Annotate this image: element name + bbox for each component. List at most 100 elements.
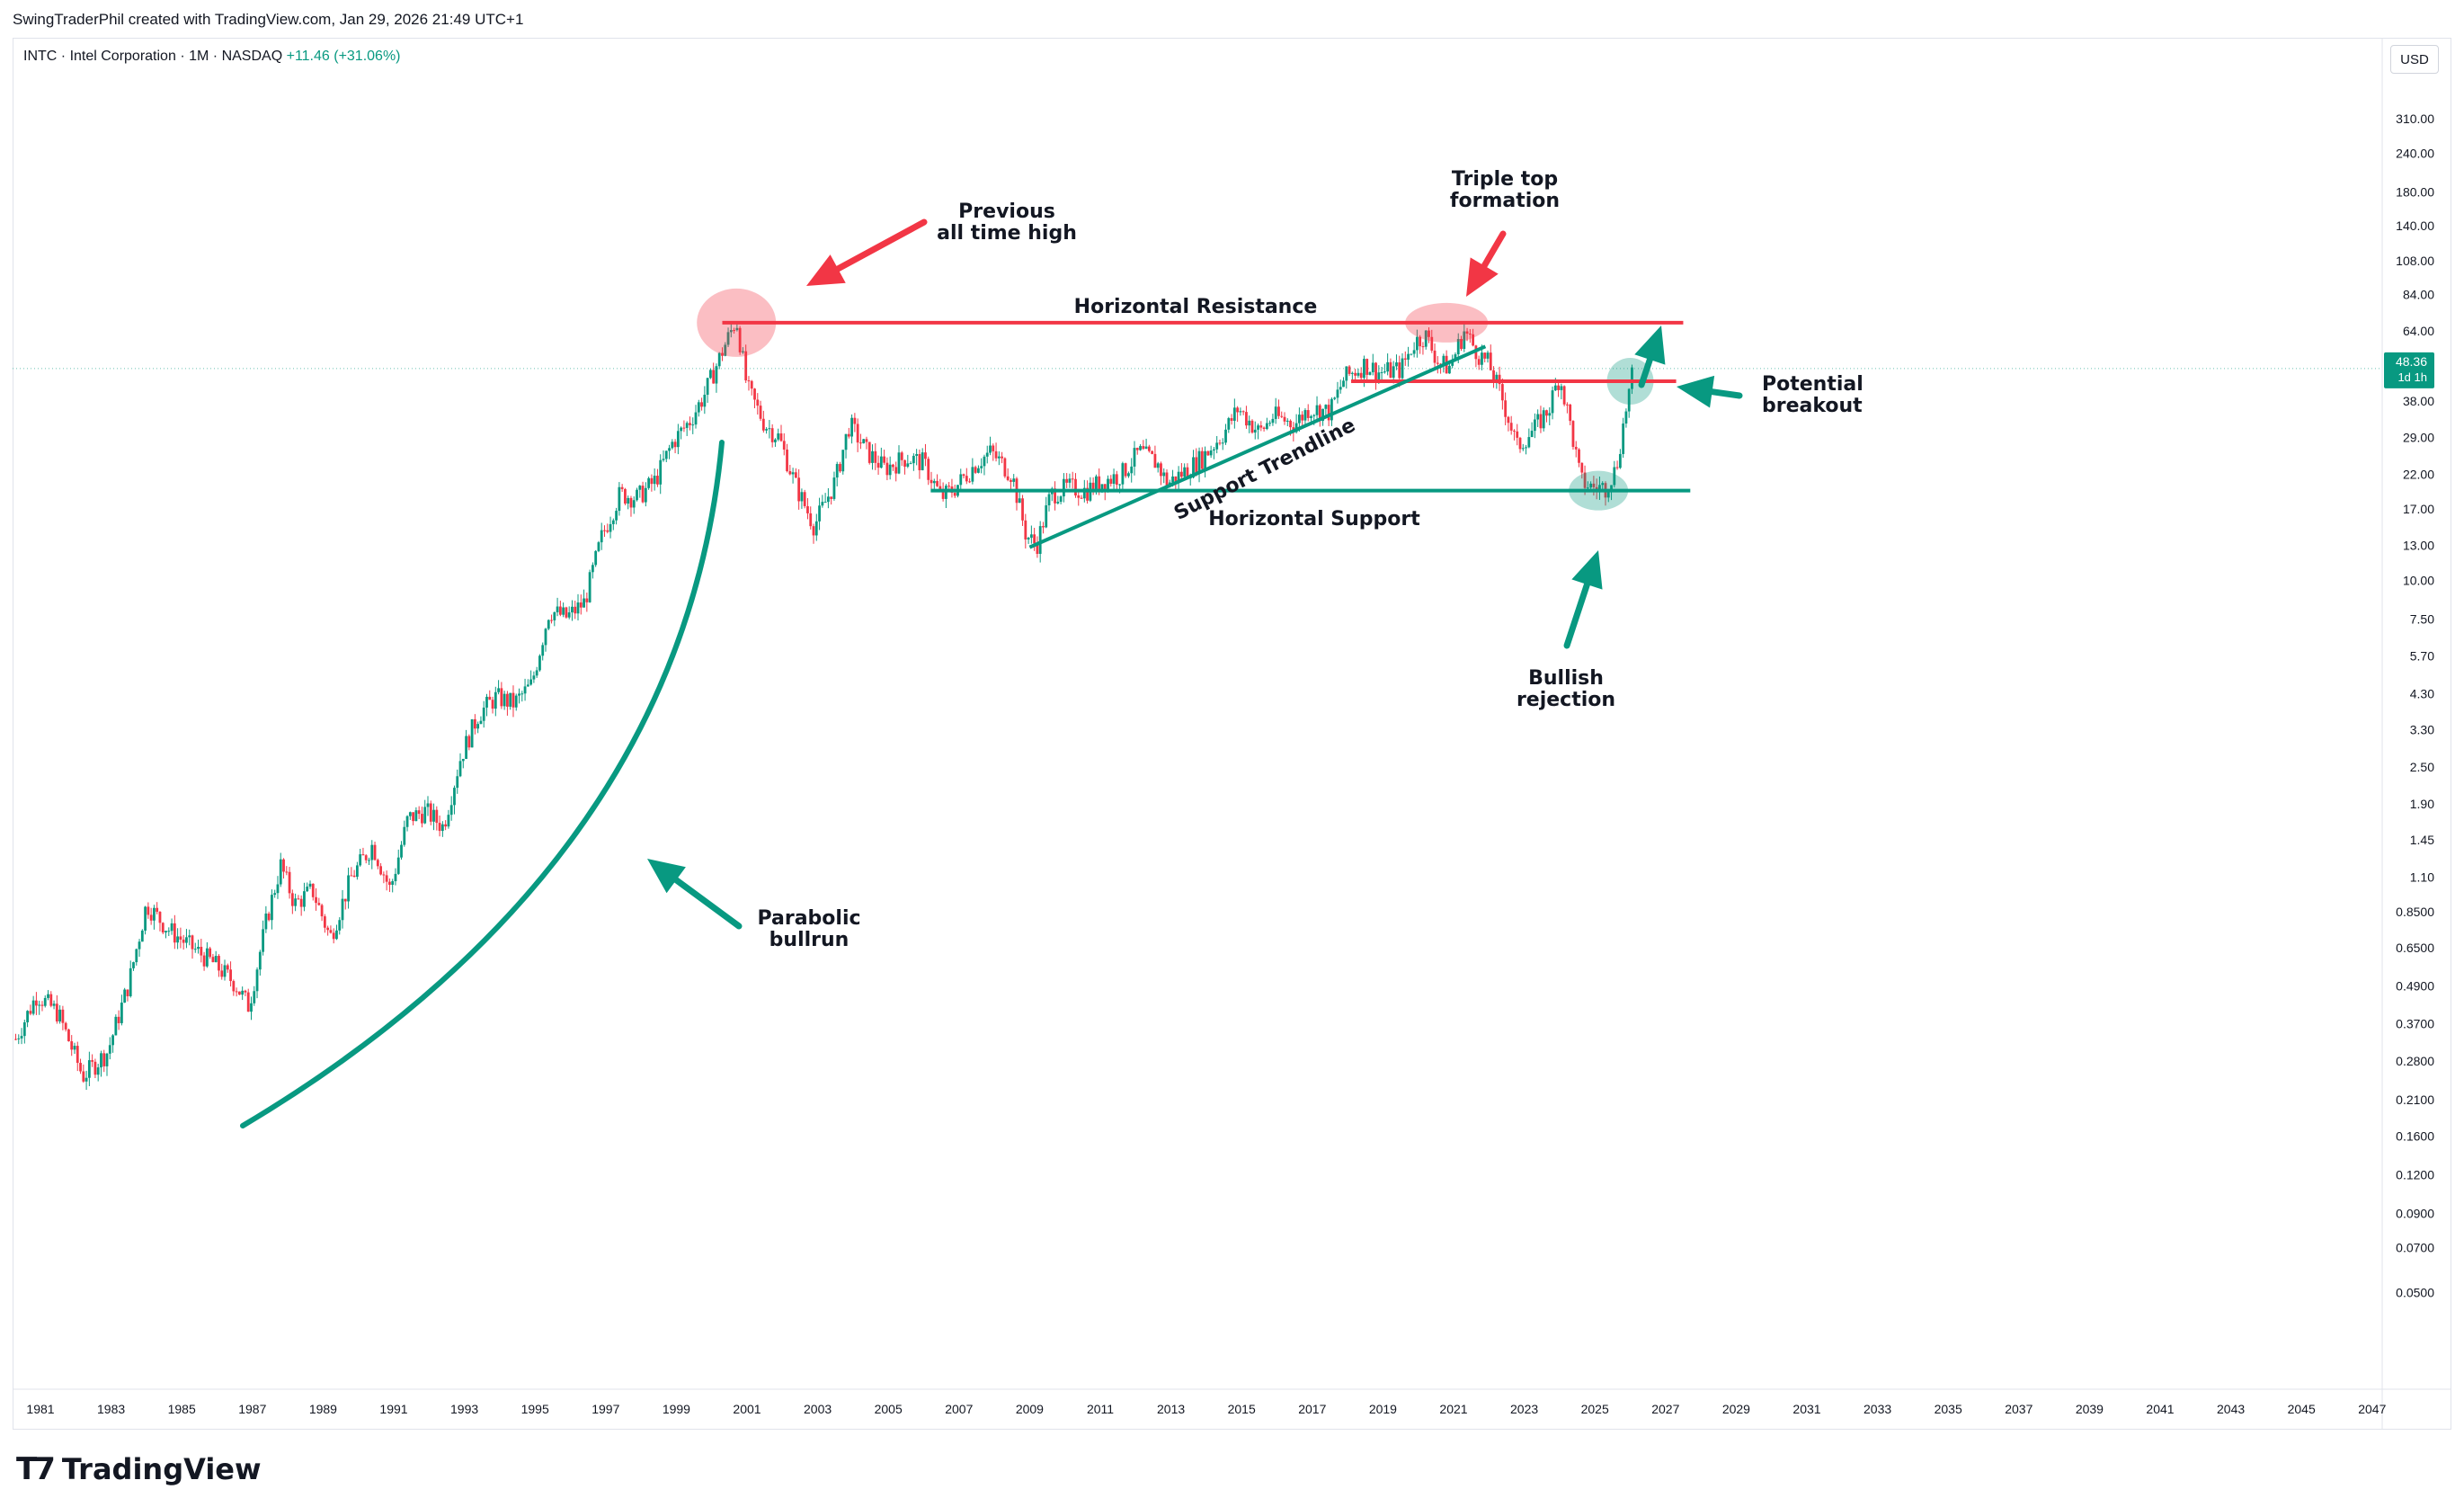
label-horizontal-resistance: Horizontal Resistance bbox=[1074, 296, 1318, 318]
candle-body bbox=[1566, 404, 1569, 406]
candle-body bbox=[962, 474, 965, 477]
candle-body bbox=[862, 439, 866, 444]
candle-body bbox=[1333, 397, 1337, 399]
candle-body bbox=[1197, 450, 1201, 474]
candle-body bbox=[1068, 478, 1072, 483]
time-tick-label: 2047 bbox=[2358, 1402, 2386, 1416]
candle-body bbox=[1047, 494, 1051, 505]
candle-body bbox=[1010, 479, 1012, 482]
candle-body bbox=[108, 1045, 111, 1054]
candle-body bbox=[1144, 446, 1148, 450]
candle-body bbox=[385, 875, 388, 882]
candle-body bbox=[992, 445, 995, 451]
candle-body bbox=[1380, 371, 1383, 373]
candle-body bbox=[311, 883, 315, 897]
candle-body bbox=[1277, 406, 1280, 416]
candle-body bbox=[1436, 362, 1439, 364]
candle-body bbox=[1003, 458, 1007, 477]
candle-body bbox=[232, 981, 236, 992]
candle-body bbox=[841, 450, 845, 472]
candle-body bbox=[1098, 476, 1101, 492]
candle-body bbox=[656, 476, 659, 485]
candle-body bbox=[797, 477, 801, 502]
candle-body bbox=[1345, 366, 1348, 381]
candle-body bbox=[1551, 390, 1554, 414]
arrow-shaft bbox=[1709, 388, 1743, 399]
candle-body bbox=[1209, 450, 1213, 456]
candle-body bbox=[585, 598, 589, 602]
time-tick-label: 2027 bbox=[1651, 1402, 1679, 1416]
candle-body bbox=[147, 906, 150, 915]
potential-breakout-arrow bbox=[1677, 375, 1743, 408]
candle-body bbox=[1315, 405, 1319, 415]
legend-name: Intel Corporation bbox=[69, 49, 176, 64]
time-tick-label: 2019 bbox=[1369, 1402, 1397, 1416]
candle-body bbox=[364, 855, 368, 861]
candle-body bbox=[117, 1016, 120, 1023]
candle-body bbox=[82, 1071, 85, 1082]
candle-body bbox=[444, 824, 448, 827]
currency-button[interactable]: USD bbox=[2390, 45, 2439, 74]
candle-body bbox=[1112, 474, 1116, 485]
arrow-head bbox=[1677, 375, 1715, 408]
candle-body bbox=[368, 860, 370, 861]
candle-body bbox=[482, 707, 485, 721]
price-tick-label: 0.2800 bbox=[2396, 1054, 2434, 1068]
candle-body bbox=[49, 994, 53, 1006]
candle-body bbox=[485, 696, 488, 708]
price-tick-label: 310.00 bbox=[2396, 111, 2434, 126]
candle-body bbox=[574, 606, 577, 614]
candle-body bbox=[188, 935, 191, 938]
candle-body bbox=[1498, 374, 1501, 385]
candle-body bbox=[38, 1004, 41, 1006]
candle-body bbox=[1310, 415, 1312, 418]
candle-body bbox=[1489, 352, 1492, 370]
price-tick-label: 1.45 bbox=[2410, 833, 2434, 847]
candle-body bbox=[1578, 449, 1580, 463]
candle-body bbox=[497, 688, 500, 692]
candle-body bbox=[821, 502, 824, 506]
candle-body bbox=[323, 916, 326, 928]
candle-body bbox=[1259, 425, 1263, 428]
symbol-legend[interactable]: INTC · Intel Corporation · 1M · NASDAQ +… bbox=[23, 49, 401, 64]
candle-body bbox=[706, 378, 709, 395]
candle-body bbox=[1095, 476, 1098, 493]
candle-body bbox=[697, 402, 700, 413]
arrow-head bbox=[1634, 325, 1666, 365]
price-tick-label: 7.50 bbox=[2410, 612, 2434, 627]
candle-body bbox=[823, 502, 827, 504]
candle-body bbox=[105, 1053, 109, 1066]
candle-body bbox=[803, 492, 806, 506]
candle-body bbox=[523, 686, 527, 694]
candle-body bbox=[1091, 482, 1095, 493]
candle-body bbox=[668, 448, 671, 451]
candle-body bbox=[111, 1035, 114, 1046]
candle-body bbox=[1421, 346, 1425, 348]
candle-body bbox=[55, 1003, 58, 1021]
candle-body bbox=[673, 441, 677, 448]
candle-body bbox=[1580, 462, 1584, 473]
candle-body bbox=[338, 920, 342, 931]
candle-body bbox=[812, 526, 815, 536]
candle-body bbox=[691, 424, 695, 426]
tradingview-logo[interactable]: T7 TradingView bbox=[16, 1451, 262, 1487]
candle-body bbox=[1363, 359, 1365, 379]
candle-body bbox=[306, 887, 309, 892]
candle-body bbox=[355, 865, 359, 878]
candle-body bbox=[456, 776, 459, 789]
candle-body bbox=[1118, 484, 1122, 486]
candle-body bbox=[1130, 466, 1134, 474]
candle-body bbox=[1080, 497, 1083, 499]
time-tick-label: 2039 bbox=[2076, 1402, 2104, 1416]
candle-body bbox=[435, 809, 439, 824]
candle-body bbox=[671, 441, 674, 449]
candle-body bbox=[467, 736, 471, 748]
candle-body bbox=[400, 844, 403, 858]
candle-body bbox=[1539, 414, 1543, 429]
candle-body bbox=[26, 1011, 29, 1022]
candle-body bbox=[1430, 336, 1434, 351]
candle-body bbox=[1557, 385, 1560, 390]
candle-body bbox=[1419, 336, 1422, 347]
